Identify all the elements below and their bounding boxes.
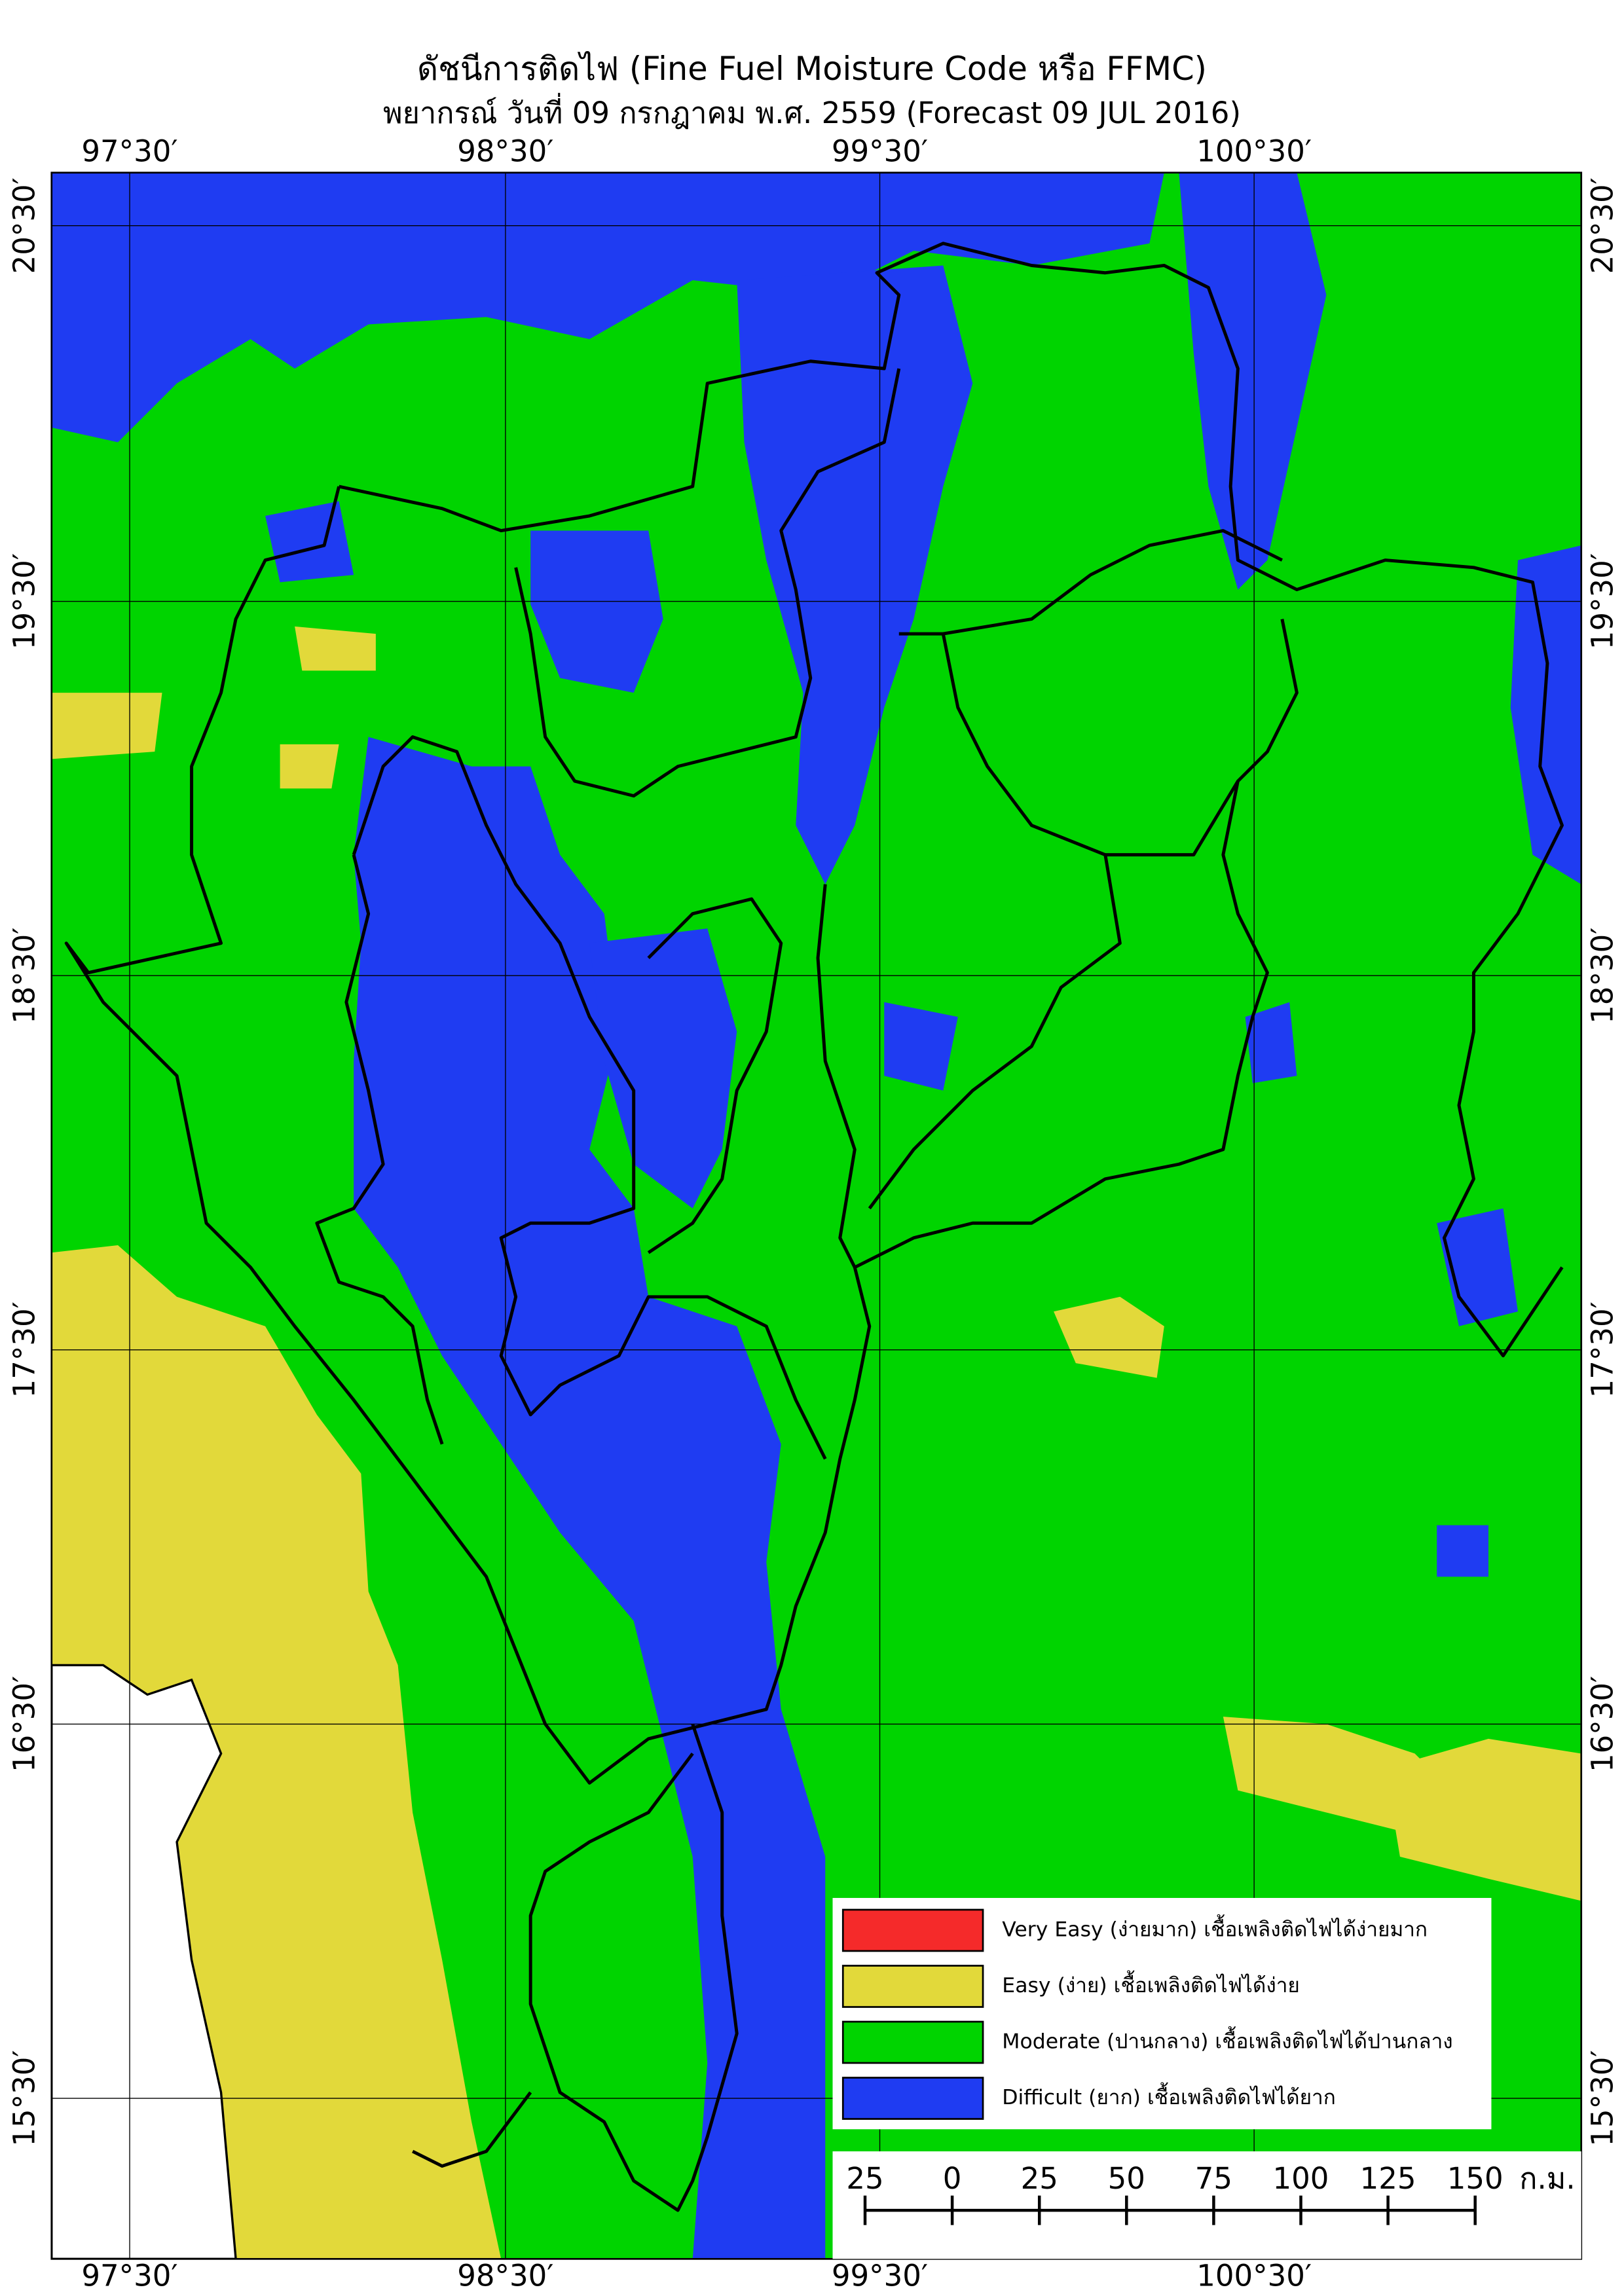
map-frame (50, 172, 1583, 2260)
sea (51, 1664, 237, 2259)
longitude-label-bottom: 99°30′ (832, 2259, 928, 2293)
province-boundaries (64, 242, 1564, 2212)
legend-swatch (841, 1908, 984, 1952)
latitude-label-right: 17°30′ (1585, 1302, 1620, 1398)
scale-label: 25 (846, 2161, 883, 2196)
difficult-areas (51, 172, 1581, 2259)
graticule (51, 172, 1581, 2259)
scale-bar: 25 0 25 50 75 100 125 150 ก.ม. (832, 2151, 1581, 2259)
latitude-label-right: 20°30′ (1585, 177, 1620, 274)
legend-swatch (841, 2077, 984, 2120)
scale-label: 0 (943, 2161, 962, 2196)
scale-label: 25 (1021, 2161, 1058, 2196)
longitude-label-bottom: 98°30′ (457, 2259, 553, 2293)
scale-items: 25 0 25 50 75 100 125 150 (846, 2161, 1504, 2225)
latitude-label-left: 18°30′ (7, 928, 42, 1024)
latitude-label-left: 20°30′ (7, 177, 42, 274)
coordinate-labels: 97°30′ 97°30′ 98°30′ 98°30′ 99°30′ 99°30′ 100°… (7, 134, 1620, 2293)
longitude-label-top: 97°30′ (81, 134, 177, 168)
longitude-label-bottom: 100°30′ (1196, 2259, 1312, 2293)
longitude-label-top: 99°30′ (832, 134, 928, 168)
latitude-label-right: 15°30′ (1585, 2050, 1620, 2146)
legend-swatch (841, 2020, 984, 2064)
latitude-label-left: 16°30′ (7, 1676, 42, 1772)
scale-box (832, 2151, 1581, 2259)
legend: Very Easy (ง่ายมาก) เชื้อเพลิงติดไฟได้ง่… (832, 1897, 1492, 2130)
longitude-label-top: 98°30′ (457, 134, 553, 168)
latitude-label-right: 16°30′ (1585, 1676, 1620, 1772)
legend-label: Moderate (ปานกลาง) เชื้อเพลิงติดไฟได้ปาน… (1002, 2026, 1452, 2054)
legend-label: Easy (ง่าย) เชื้อเพลิงติดไฟได้ง่าย (1002, 1970, 1300, 1997)
latitude-label-right: 18°30′ (1585, 928, 1620, 1024)
scale-label: 100 (1273, 2161, 1329, 2196)
legend-swatch (841, 1965, 984, 2008)
latitude-label-left: 17°30′ (7, 1302, 42, 1398)
map-area (51, 172, 1581, 2259)
legend-items: Very Easy (ง่ายมาก) เชื้อเพลิงติดไฟได้ง่… (841, 1908, 1453, 2120)
longitude-label-top: 100°30′ (1196, 134, 1312, 168)
legend-label: Very Easy (ง่ายมาก) เชื้อเพลิงติดไฟได้ง่… (1002, 1914, 1428, 1941)
longitude-label-bottom: 97°30′ (81, 2259, 177, 2293)
scale-label: 150 (1447, 2161, 1504, 2196)
scale-label: 75 (1195, 2161, 1232, 2196)
scale-unit: ก.ม. (1519, 2161, 1576, 2196)
scale-label: 125 (1360, 2161, 1416, 2196)
title: ดัชนีการติดไฟ (Fine Fuel Moisture Code ห… (417, 50, 1207, 88)
latitude-label-left: 15°30′ (7, 2050, 42, 2146)
latitude-label-right: 19°30′ (1585, 553, 1620, 649)
scale-label: 50 (1108, 2161, 1145, 2196)
latitude-label-left: 19°30′ (7, 553, 42, 649)
legend-label: Difficult (ยาก) เชื้อเพลิงติดไฟได้ยาก (1002, 2082, 1336, 2109)
subtitle: พยากรณ์ วันที่ 09 กรกฎาคม พ.ศ. 2559 (For… (383, 92, 1241, 130)
